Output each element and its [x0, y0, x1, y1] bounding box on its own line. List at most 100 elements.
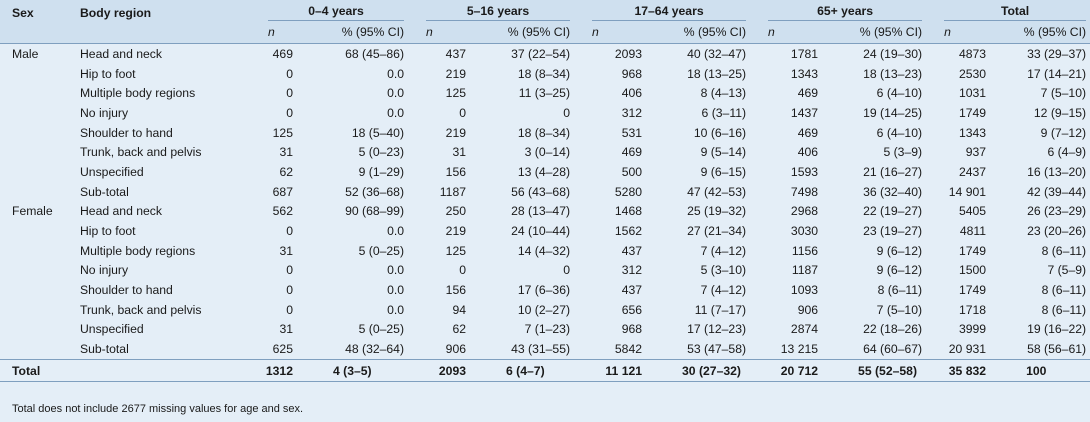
table-row: Sub-total 687 52 (36–68) 1187 56 (43–68) 5280…	[0, 182, 1090, 202]
header-row-groups: Sex Body region 0–4 years 5–16 years 17–…	[0, 0, 1090, 22]
percent-ci-cell: 24 (19–30)	[863, 46, 923, 61]
percent-ci-cell: 16 (13–20)	[1027, 164, 1087, 179]
header-n: n	[574, 22, 655, 44]
count-cell: 2437	[958, 164, 987, 179]
percent-ci-cell: 90 (68–99)	[345, 204, 405, 219]
percent-ci-cell: 47 (42–53)	[687, 184, 747, 199]
sex-cell: Female	[12, 204, 53, 219]
percent-ci-cell: 25 (19–32)	[687, 204, 747, 219]
count-cell: 219	[445, 66, 467, 81]
count-cell: 2093	[614, 46, 643, 61]
percent-ci-cell: 18 (5–40)	[351, 125, 405, 140]
header-group-65-plus: 65+ years	[750, 0, 927, 22]
count-cell: 62	[279, 164, 293, 179]
percent-ci-cell: 0.0	[387, 66, 405, 81]
body-region-cell: Shoulder to hand	[80, 283, 173, 298]
table-row: Female Head and neck 562 90 (68–99) 250 28 (1…	[0, 202, 1090, 222]
count-cell: 219	[445, 125, 467, 140]
total-percent-cell: 55 (52–58)	[830, 359, 927, 382]
percent-ci-cell: 6 (4–9)	[1047, 145, 1087, 160]
percent-ci-cell: 19 (14–25)	[863, 105, 923, 120]
count-cell: 906	[797, 302, 819, 317]
header-body-region: Body region	[80, 0, 250, 22]
table-row: Trunk, back and pelvis 0 0.0 94 10 (2–27) 656…	[0, 300, 1090, 320]
count-cell: 31	[279, 145, 293, 160]
header-pct: % (95% CI)	[998, 22, 1090, 44]
sex-cell	[0, 83, 80, 103]
count-cell: 0	[286, 66, 293, 81]
header-group-5-16: 5–16 years	[408, 0, 575, 22]
percent-ci-cell: 37 (22–54)	[511, 46, 571, 61]
count-cell: 219	[445, 224, 467, 239]
sex-cell	[0, 261, 80, 281]
count-cell: 2968	[790, 204, 819, 219]
count-cell: 0	[459, 263, 467, 278]
percent-ci-cell: 17 (14–21)	[1027, 66, 1087, 81]
count-cell: 5842	[614, 342, 643, 357]
count-cell: 1749	[958, 105, 987, 120]
percent-ci-cell: 58 (56–61)	[1027, 342, 1087, 357]
count-cell: 1031	[958, 86, 987, 101]
count-cell: 656	[621, 302, 643, 317]
table-row: Shoulder to hand 125 18 (5–40) 219 18 (8–34)…	[0, 123, 1090, 143]
table-row: Shoulder to hand 0 0.0 156 17 (6–36) 437 7 (4–…	[0, 280, 1090, 300]
sex-cell	[0, 182, 80, 202]
percent-ci-cell: 52 (36–68)	[345, 184, 405, 199]
percent-ci-cell: 53 (47–58)	[687, 342, 747, 357]
percent-ci-cell: 5 (0–25)	[358, 243, 405, 258]
header-n: n	[250, 22, 305, 44]
percent-ci-cell: 18 (13–25)	[687, 66, 747, 81]
percent-ci-cell: 17 (12–23)	[687, 322, 747, 337]
sex-cell	[0, 103, 80, 123]
percent-ci-cell: 64 (60–67)	[863, 342, 923, 357]
sex-cell	[0, 64, 80, 84]
percent-ci-cell: 28 (13–47)	[511, 204, 571, 219]
count-cell: 1187	[791, 263, 819, 278]
percent-ci-cell: 13 (4–28)	[517, 164, 571, 179]
count-cell: 312	[621, 105, 643, 120]
percent-ci-cell: 0.0	[387, 224, 405, 239]
count-cell: 125	[445, 86, 467, 101]
count-cell: 968	[621, 66, 643, 81]
body-region-cell: No injury	[80, 105, 129, 120]
percent-ci-cell: 43 (31–55)	[511, 342, 571, 357]
percent-ci-cell: 5 (0–25)	[358, 322, 405, 337]
percent-ci-cell: 33 (29–37)	[1027, 46, 1087, 61]
count-cell: 62	[452, 322, 467, 337]
percent-ci-cell: 10 (2–27)	[517, 302, 571, 317]
count-cell: 14 901	[948, 184, 987, 199]
count-cell: 2874	[790, 322, 819, 337]
count-cell: 125	[272, 125, 293, 140]
body-region-cell: Multiple body regions	[80, 86, 196, 101]
percent-ci-cell: 9 (6–12)	[876, 263, 923, 278]
percent-ci-cell: 0	[563, 263, 571, 278]
total-percent-cell: 100	[998, 359, 1090, 382]
count-cell: 1562	[614, 224, 643, 239]
body-region-cell: Hip to foot	[80, 224, 136, 239]
percent-ci-cell: 9 (1–29)	[358, 164, 405, 179]
count-cell: 156	[445, 164, 467, 179]
count-cell: 0	[459, 105, 467, 120]
percent-ci-cell: 40 (32–47)	[687, 46, 747, 61]
sex-cell	[0, 142, 80, 162]
total-count-cell: 35 832	[926, 359, 999, 382]
sex-cell	[0, 339, 80, 359]
count-cell: 469	[797, 86, 819, 101]
count-cell: 4873	[958, 46, 987, 61]
count-cell: 3999	[958, 322, 987, 337]
count-cell: 469	[621, 145, 643, 160]
body-region-cell: Sub-total	[80, 342, 129, 357]
percent-ci-cell: 5 (0–23)	[358, 145, 405, 160]
count-cell: 1343	[790, 66, 819, 81]
body-region-cell: Hip to foot	[80, 66, 136, 81]
header-pct: % (95% CI)	[478, 22, 575, 44]
body-region-cell: Shoulder to hand	[80, 125, 173, 140]
count-cell: 1437	[790, 105, 819, 120]
percent-ci-cell: 5 (3–9)	[883, 145, 923, 160]
count-cell: 20 931	[948, 342, 987, 357]
sex-cell	[0, 162, 80, 182]
header-pct: % (95% CI)	[830, 22, 927, 44]
percent-ci-cell: 7 (5–10)	[876, 302, 923, 317]
total-count-cell: 20 712	[750, 359, 831, 382]
